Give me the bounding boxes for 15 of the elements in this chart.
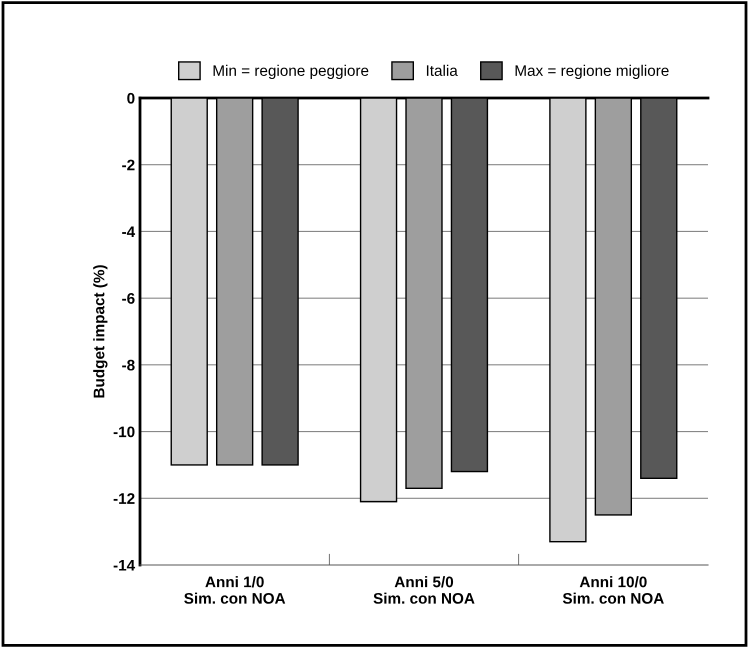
y-tick-label: -8	[122, 360, 135, 371]
y-tick-label: -4	[122, 226, 136, 237]
y-axis-title: Budget impact (%)	[93, 265, 108, 398]
legend-label: Italia	[426, 64, 458, 76]
y-tick-label: -14	[114, 560, 136, 571]
y-tick-label: -12	[114, 493, 135, 504]
x-tick-label: Anni 10/0 Sim. con NOA	[562, 576, 664, 604]
y-tick-label: -10	[114, 426, 135, 438]
x-tick-label: Anni 5/0 Sim. con NOA	[374, 576, 475, 604]
y-tick-label: -2	[122, 160, 135, 170]
legend-label: Max = regione migliore	[516, 64, 669, 80]
legend-label: Min = regione peggiore	[214, 64, 368, 80]
y-tick-label: -6	[122, 293, 135, 304]
y-tick-label: 0	[127, 92, 135, 104]
x-tick-label: Anni 1/0 Sim. con NOA	[184, 576, 286, 604]
